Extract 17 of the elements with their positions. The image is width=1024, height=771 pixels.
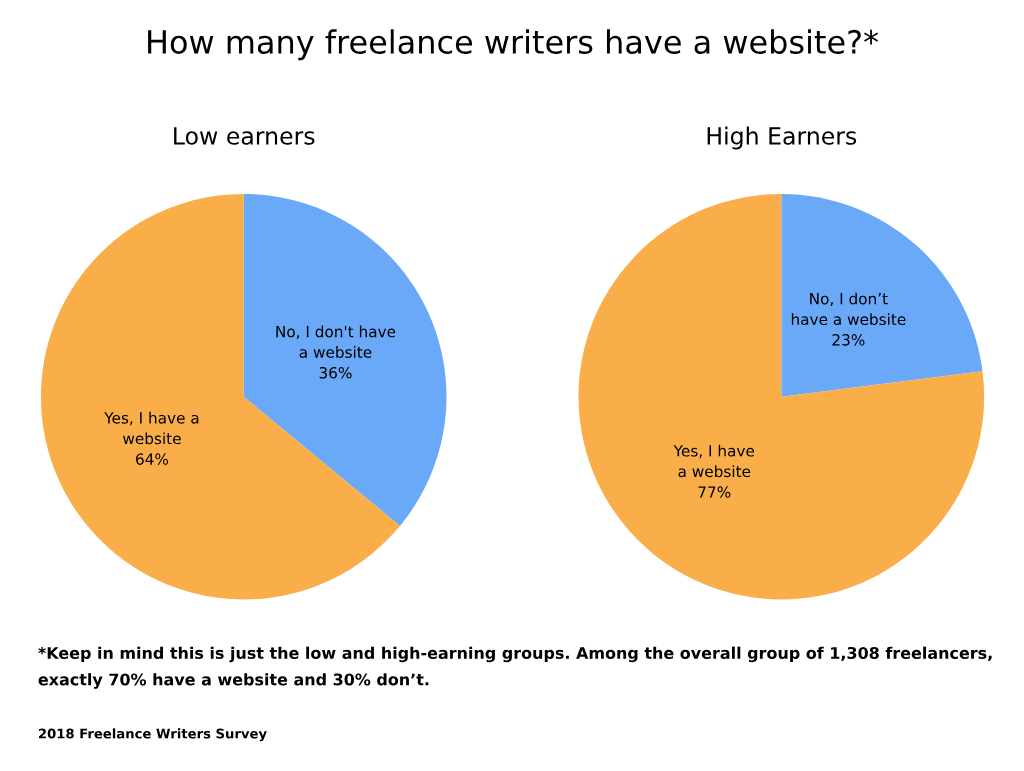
text: *Keep in mind this is just the low and high-earning groups. Among the overall group of 1,308 freelancers, exactly 70% have a website and 30% don’t. bbox=[38, 646, 992, 689]
text: How many freelance writers have a website?* bbox=[148, 29, 879, 61]
text: 2018 Freelance Writers Survey bbox=[38, 728, 267, 742]
data-label: 64% bbox=[136, 453, 169, 465]
pie-slice bbox=[40, 193, 400, 600]
chart-subtitle: Low earners bbox=[174, 127, 315, 145]
chart-subtitle: High Earners bbox=[707, 126, 857, 150]
pie-slice bbox=[243, 193, 447, 526]
slice-label: Yes, I have a website bbox=[104, 411, 199, 445]
data-label: 77% bbox=[698, 486, 731, 498]
pie-slice bbox=[578, 193, 985, 600]
data-label: 23% bbox=[832, 334, 865, 346]
data-label: 36% bbox=[319, 366, 352, 379]
slice-label: No, I don't have a website bbox=[276, 325, 396, 358]
slice-label: Yes, I have a website bbox=[673, 444, 755, 478]
slice-label: No, I don’t have a website bbox=[791, 292, 906, 326]
pie-slice bbox=[781, 193, 983, 397]
